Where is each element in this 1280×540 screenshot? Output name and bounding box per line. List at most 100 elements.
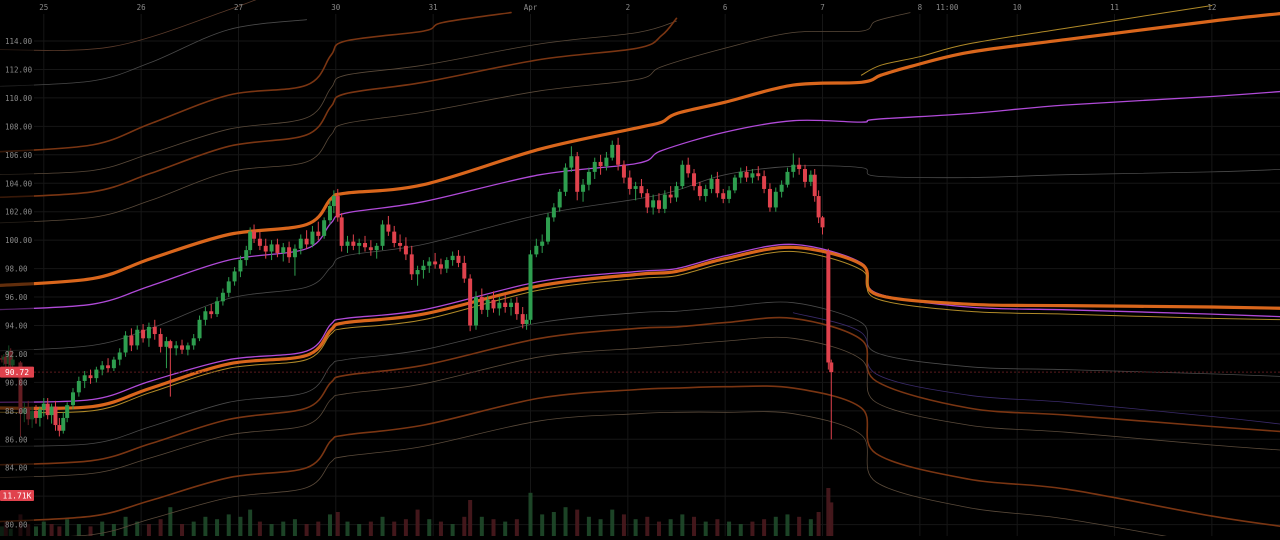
candle — [386, 215, 391, 236]
candle-body — [491, 299, 496, 309]
candle — [363, 235, 368, 252]
candle — [785, 167, 790, 188]
candle-body — [374, 245, 379, 251]
band-mid-faint — [0, 165, 1280, 352]
candle-body — [357, 242, 362, 246]
y-tick-label: 110.00 — [5, 94, 33, 103]
candle-body — [37, 409, 42, 418]
volume-marker: 11.71K — [0, 490, 34, 501]
volume-bar — [168, 507, 173, 536]
candle-body — [709, 178, 714, 189]
volume-bar — [392, 521, 397, 536]
candle — [456, 250, 461, 268]
candle-body — [662, 194, 667, 209]
candle — [287, 241, 292, 263]
x-tick-label: 2 — [626, 3, 631, 12]
candle — [203, 307, 208, 326]
candle — [762, 170, 767, 194]
volume-bar — [668, 519, 673, 536]
candle-body — [581, 184, 586, 192]
candle-body — [168, 341, 173, 349]
candle-body — [497, 302, 502, 309]
candle-body — [146, 326, 151, 339]
candle-body — [812, 174, 817, 197]
candle — [497, 297, 502, 316]
candle — [82, 371, 87, 389]
candle — [668, 186, 673, 204]
candle — [427, 257, 432, 273]
candle — [767, 183, 772, 212]
volume-bar — [345, 521, 350, 536]
candle — [503, 294, 508, 313]
candle-body — [403, 245, 408, 255]
x-tick-label: 26 — [137, 3, 147, 12]
candle — [158, 328, 163, 353]
candle — [656, 193, 661, 214]
candle — [65, 402, 70, 423]
grid-lines — [34, 14, 1280, 536]
candle — [674, 181, 679, 202]
band-l1-olive — [0, 250, 1280, 414]
candle-body — [421, 265, 426, 271]
candle-body — [528, 254, 533, 320]
candle-body — [703, 188, 708, 197]
volume-bar — [528, 492, 533, 536]
band-u2 — [860, 5, 1213, 76]
x-tick-label: 10 — [1013, 3, 1023, 12]
band-l1-purple — [0, 243, 1280, 403]
candle — [168, 339, 173, 397]
candle-body — [220, 292, 225, 302]
candle — [152, 319, 157, 340]
candle — [703, 184, 708, 202]
volume-bar — [829, 502, 834, 536]
candle-body — [450, 255, 455, 261]
candle-body — [444, 260, 449, 269]
candle-body — [248, 231, 253, 251]
volume-bar — [357, 524, 362, 536]
candle — [468, 274, 473, 332]
candle-body — [656, 200, 661, 209]
candle — [546, 213, 551, 245]
candle — [281, 242, 286, 262]
candle-body — [808, 174, 813, 182]
volume-bar — [135, 521, 140, 536]
candle-body — [281, 247, 286, 253]
candle — [322, 217, 327, 239]
candle-body — [335, 196, 340, 218]
candle-body — [53, 406, 58, 426]
volume-bar — [816, 512, 821, 536]
candle — [185, 342, 190, 356]
volume-bar — [610, 509, 615, 536]
candle — [351, 234, 356, 251]
candle-body — [117, 352, 122, 360]
candle — [232, 267, 237, 286]
y-tick-label: 90.00 — [5, 378, 28, 387]
candle — [34, 405, 39, 424]
candle-body — [135, 329, 140, 346]
candle — [709, 174, 714, 194]
volume-bar — [49, 524, 54, 536]
candle-body — [610, 144, 615, 158]
volume-bar — [692, 516, 697, 536]
candle-body — [633, 186, 638, 189]
candle-body — [106, 365, 111, 369]
volume-bar — [438, 521, 443, 536]
candle-body — [738, 171, 743, 178]
candle — [357, 238, 362, 255]
x-tick-label: 6 — [723, 3, 728, 12]
x-tick-label: 12 — [1207, 3, 1216, 12]
candle-body — [269, 244, 274, 252]
candle — [292, 244, 297, 276]
volume-bar — [257, 521, 262, 536]
candle — [409, 245, 414, 280]
volume-bar — [281, 521, 286, 536]
volume-bar — [415, 509, 420, 536]
volume-bar — [621, 514, 626, 536]
candle — [252, 224, 257, 243]
candle-body — [592, 161, 597, 172]
candle — [257, 231, 262, 251]
candle-body — [322, 220, 327, 236]
candle — [41, 398, 46, 417]
